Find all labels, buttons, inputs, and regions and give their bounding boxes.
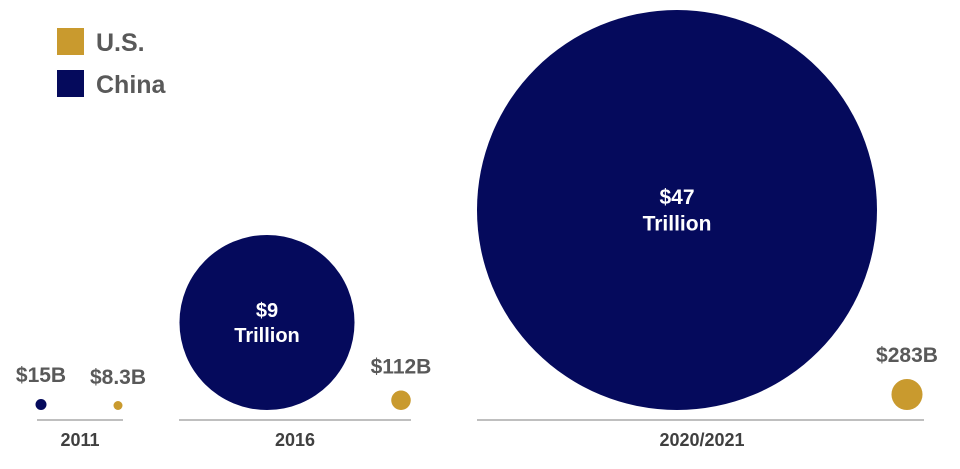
bubble-inner-label-china-2016-1: Trillion [234, 325, 300, 347]
group-label-2020-2021: 2020/2021 [659, 430, 744, 450]
bubble-inner-label-china-2020-2021-0: $47 [659, 186, 694, 209]
bubbles [35, 10, 923, 410]
legend-label-china: China [96, 71, 167, 99]
labels: 2011 $15B $8.3B 2016 $9 Trillion $112B 2020/202… [16, 186, 938, 450]
value-label-u-s-2016: $112B [371, 355, 432, 378]
legend-label-u-s: U.S. [96, 29, 145, 57]
value-label-u-s-2020-2021: $283B [876, 344, 938, 367]
bubble-u-s-2011 [113, 401, 123, 410]
bubble-inner-label-china-2020-2021-1: Trillion [643, 212, 712, 235]
bubble-china-2016 [179, 234, 355, 410]
legend-swatch-china [57, 70, 84, 97]
bubble-u-s-2016 [391, 390, 411, 410]
value-label-u-s-2011: $8.3B [90, 366, 146, 389]
group-label-2011: 2011 [60, 430, 99, 450]
bubble-u-s-2020-2021 [891, 378, 923, 410]
legend: U.S. China [57, 28, 167, 99]
group-label-2016: 2016 [275, 430, 315, 450]
legend-swatch-u-s [57, 28, 84, 55]
value-label-china-2011: $15B [16, 364, 66, 387]
bubble-china-2020-2021 [477, 10, 877, 410]
bubble-inner-label-china-2016-0: $9 [256, 300, 278, 322]
bubble-china-2011 [35, 399, 47, 410]
